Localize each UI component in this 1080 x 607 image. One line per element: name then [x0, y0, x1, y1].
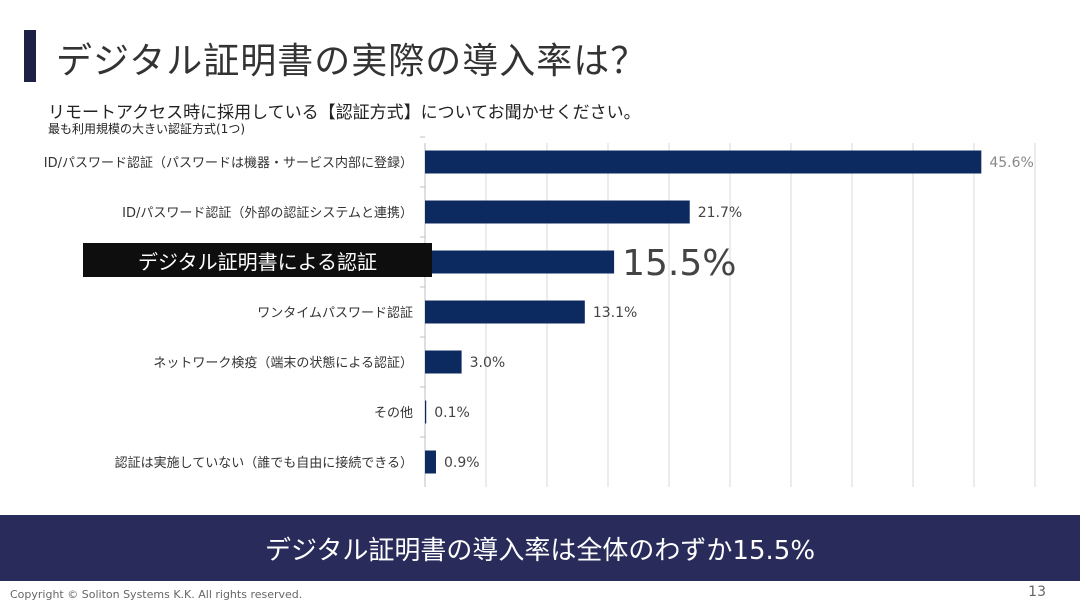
category-label: ID/パスワード認証（外部の認証システムと連携）: [122, 205, 413, 221]
bar: [425, 250, 615, 274]
bar: [425, 300, 585, 324]
survey-question: リモートアクセス時に採用している【認証方式】についてお聞かせください。: [48, 103, 641, 123]
conclusion-banner: デジタル証明書の導入率は全体のわずか15.5%: [0, 515, 1080, 581]
data-label: 21.7%: [698, 205, 742, 221]
category-label: 認証は実施していない（誰でも自由に接続できる）: [115, 455, 413, 471]
data-label: 0.1%: [434, 405, 470, 421]
bar: [425, 200, 690, 224]
data-label: 3.0%: [470, 355, 506, 371]
category-label: ワンタイムパスワード認証: [257, 305, 413, 321]
data-label: 0.9%: [444, 455, 480, 471]
page-number: 13: [1028, 584, 1046, 600]
data-label: 13.1%: [593, 305, 637, 321]
data-label: 45.6%: [989, 155, 1033, 171]
bar-chart: ID/パスワード認証（パスワードは機器・サービス内部に登録） 45.6% ID/パス…: [44, 136, 1036, 487]
bar: [425, 150, 982, 174]
bar: [425, 350, 462, 374]
data-label: 15.5%: [622, 243, 736, 284]
category-label: ネットワーク検疫（端末の状態による認証）: [153, 355, 413, 371]
survey-subtitle: 最も利用規模の大きい認証方式(1つ): [48, 122, 245, 136]
page-title: デジタル証明書の実際の導入率は？: [56, 41, 648, 82]
highlight-label: デジタル証明書による認証: [83, 243, 432, 277]
title-accent-bar: [24, 30, 36, 82]
category-label: ID/パスワード認証（パスワードは機器・サービス内部に登録）: [44, 155, 413, 171]
bar: [425, 450, 436, 474]
category-label: その他: [374, 406, 413, 421]
copyright: Copyright © Soliton Systems K.K. All rig…: [10, 588, 303, 601]
bar: [425, 400, 427, 424]
